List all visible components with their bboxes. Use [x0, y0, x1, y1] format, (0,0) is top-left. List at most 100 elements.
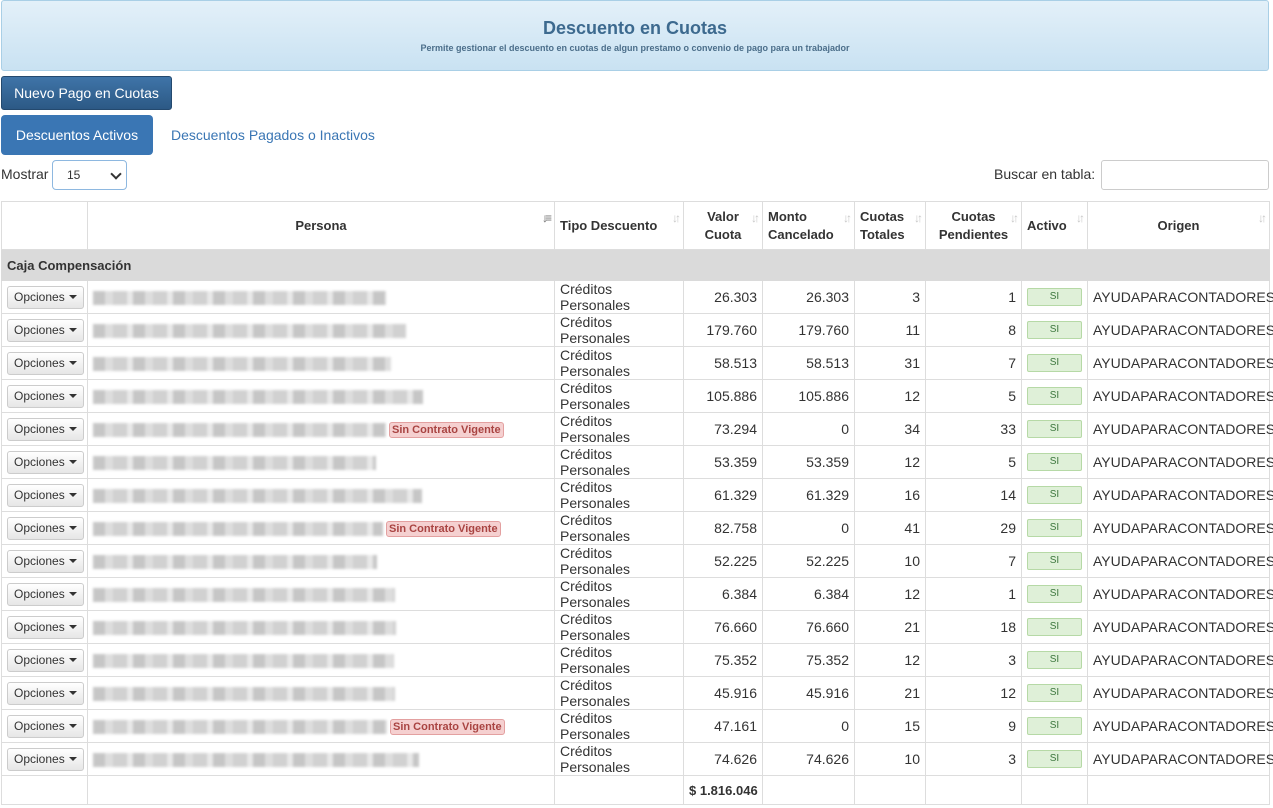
actions-cell: Opciones — [1, 577, 88, 611]
caret-down-icon — [68, 658, 77, 663]
cuotas-totales-cell: 12 — [854, 577, 926, 611]
activo-cell: SI — [1021, 379, 1088, 413]
show-entries-select[interactable]: 15 — [52, 160, 127, 190]
col-header-origen[interactable]: Origen ↓↑ — [1087, 201, 1270, 250]
monto-cancelado-cell: 52.225 — [762, 544, 855, 578]
actions-cell: Opciones — [1, 544, 88, 578]
options-dropdown-button[interactable]: Opciones — [7, 582, 84, 606]
col-header-valor[interactable]: Valor Cuota ↓↑ — [683, 201, 763, 250]
cuotas-totales-cell: 12 — [854, 379, 926, 413]
redacted-person-name — [93, 719, 387, 734]
person-cell — [87, 676, 555, 710]
person-cell — [87, 346, 555, 380]
caret-down-icon — [68, 691, 77, 696]
tipo-cell: Créditos Personales — [554, 610, 684, 644]
monto-cancelado-cell: 75.352 — [762, 643, 855, 677]
monto-cancelado-cell: 61.329 — [762, 478, 855, 512]
search-input[interactable] — [1101, 160, 1269, 190]
actions-cell: Opciones — [1, 742, 88, 776]
cuotas-totales-cell: 34 — [854, 412, 926, 446]
show-entries-label: Mostrar — [1, 166, 49, 182]
options-dropdown-button[interactable]: Opciones — [7, 615, 84, 639]
origen-cell: AYUDAPARACONTADORES — [1087, 280, 1273, 314]
origen-cell: AYUDAPARACONTADORES — [1087, 676, 1273, 710]
sort-icon: ↓↑ — [914, 211, 923, 225]
redacted-person-name — [93, 621, 396, 636]
group-row: Caja Compensación — [1, 249, 1270, 281]
tab-paid-inactive-discounts[interactable]: Descuentos Pagados o Inactivos — [171, 127, 375, 143]
options-dropdown-button[interactable]: Opciones — [7, 648, 84, 672]
active-status-badge: SI — [1027, 288, 1082, 307]
active-status-badge: SI — [1027, 486, 1082, 505]
col-header-tipo[interactable]: Tipo Descuento ↓↑ — [554, 201, 684, 250]
page-header: Descuento en Cuotas Permite gestionar el… — [1, 0, 1269, 71]
origen-cell: AYUDAPARACONTADORES — [1087, 742, 1273, 776]
cuotas-pendientes-cell: 1 — [925, 577, 1022, 611]
table-row: Opciones Créditos Personales 58.513 58.513 3… — [1, 346, 1273, 380]
caret-down-icon — [68, 757, 77, 762]
origen-cell: AYUDAPARACONTADORES — [1087, 610, 1273, 644]
redacted-person-name — [93, 357, 391, 372]
actions-cell: Opciones — [1, 280, 88, 314]
tipo-cell: Créditos Personales — [554, 412, 684, 446]
tipo-cell: Créditos Personales — [554, 313, 684, 347]
redacted-person-name — [93, 555, 377, 570]
options-dropdown-button[interactable]: Opciones — [7, 318, 84, 342]
cuotas-pendientes-cell: 29 — [925, 511, 1022, 545]
redacted-person-name — [93, 753, 419, 768]
person-cell — [87, 544, 555, 578]
no-contract-badge: Sin Contrato Vigente — [390, 718, 505, 735]
col-header-totales[interactable]: Cuotas Totales ↓↑ — [854, 201, 926, 250]
cuotas-totales-cell: 3 — [854, 280, 926, 314]
valor-cuota-cell: 6.384 — [683, 577, 763, 611]
options-dropdown-button[interactable]: Opciones — [7, 516, 84, 540]
table-row: Opciones Créditos Personales 179.760 179.76… — [1, 313, 1273, 347]
redacted-person-name — [93, 654, 394, 669]
valor-cuota-cell: 73.294 — [683, 412, 763, 446]
valor-cuota-cell: 47.161 — [683, 709, 763, 743]
activo-cell: SI — [1021, 610, 1088, 644]
cuotas-pendientes-cell: 9 — [925, 709, 1022, 743]
active-status-badge: SI — [1027, 354, 1082, 373]
col-header-activo[interactable]: Activo ↓↑ — [1021, 201, 1088, 250]
cuotas-pendientes-cell: 3 — [925, 742, 1022, 776]
origen-cell: AYUDAPARACONTADORES — [1087, 544, 1273, 578]
sort-icon: ↓↑ — [1010, 211, 1019, 225]
options-dropdown-button[interactable]: Opciones — [7, 351, 84, 375]
cuotas-totales-cell: 41 — [854, 511, 926, 545]
active-status-badge: SI — [1027, 717, 1082, 736]
person-cell — [87, 313, 555, 347]
caret-down-icon — [68, 394, 77, 399]
tipo-cell: Créditos Personales — [554, 346, 684, 380]
cuotas-pendientes-cell: 12 — [925, 676, 1022, 710]
col-header-cancelado[interactable]: Monto Cancelado ↓↑ — [762, 201, 855, 250]
col-header-actions — [1, 201, 88, 250]
tipo-cell: Créditos Personales — [554, 280, 684, 314]
monto-cancelado-cell: 0 — [762, 709, 855, 743]
caret-down-icon — [68, 493, 77, 498]
options-dropdown-button[interactable]: Opciones — [7, 384, 84, 408]
redacted-person-name — [93, 687, 395, 702]
options-dropdown-button[interactable]: Opciones — [7, 681, 84, 705]
actions-cell: Opciones — [1, 676, 88, 710]
caret-down-icon — [68, 427, 77, 432]
new-installment-button[interactable]: Nuevo Pago en Cuotas — [1, 76, 172, 110]
caret-down-icon — [68, 328, 77, 333]
options-dropdown-button[interactable]: Opciones — [7, 714, 84, 738]
monto-cancelado-cell: 76.660 — [762, 610, 855, 644]
options-dropdown-button[interactable]: Opciones — [7, 549, 84, 573]
tab-active-discounts[interactable]: Descuentos Activos — [1, 115, 153, 155]
col-header-pendientes[interactable]: Cuotas Pendientes ↓↑ — [925, 201, 1022, 250]
col-header-persona[interactable]: Persona ↓≡ — [87, 201, 555, 250]
options-dropdown-button[interactable]: Opciones — [7, 483, 84, 507]
options-dropdown-button[interactable]: Opciones — [7, 450, 84, 474]
monto-cancelado-cell: 26.303 — [762, 280, 855, 314]
person-cell — [87, 643, 555, 677]
table-row: Opciones Sin Contrato Vigente Créditos Per… — [1, 412, 1273, 446]
options-dropdown-button[interactable]: Opciones — [7, 417, 84, 441]
options-dropdown-button[interactable]: Opciones — [7, 747, 84, 771]
no-contract-badge: Sin Contrato Vigente — [386, 520, 501, 537]
options-dropdown-button[interactable]: Opciones — [7, 285, 84, 309]
redacted-person-name — [93, 422, 386, 437]
valor-cuota-cell: 75.352 — [683, 643, 763, 677]
